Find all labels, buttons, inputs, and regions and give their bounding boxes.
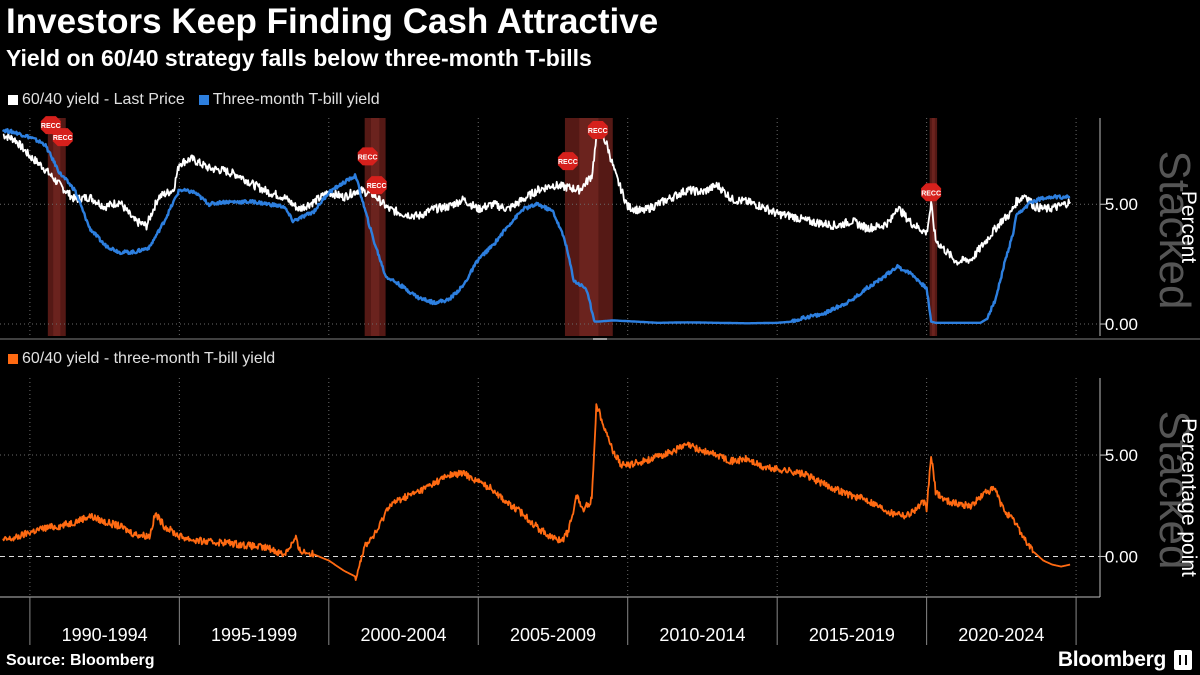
x-tick-label: 1990-1994 <box>62 625 148 645</box>
recession-marker-icon <box>587 120 608 139</box>
y-tick-label: 0.00 <box>1105 547 1138 566</box>
recession-marker-label: RECC <box>588 128 608 135</box>
legend-item-tbill-yield[interactable]: Three-month T-bill yield <box>198 91 380 109</box>
recession-marker-icon <box>357 147 378 166</box>
recession-marker-icon <box>557 152 578 171</box>
y-axis-label: Percent <box>1177 191 1200 264</box>
legend-item-6040-yield[interactable]: 60/40 yield - Last Price <box>8 91 185 109</box>
legend-bottom: 60/40 yield - three-month T-bill yield <box>8 350 289 368</box>
y-axis-label: Percentage point <box>1177 418 1200 577</box>
series-line-1-2 <box>1 127 1071 325</box>
x-tick-label: 1995-1999 <box>211 625 297 645</box>
series-line-2-1 <box>2 403 1071 581</box>
x-tick-label: 2010-2014 <box>659 625 745 645</box>
y-tick-label: 0.00 <box>1105 315 1138 334</box>
legend-swatch-blue <box>198 95 209 105</box>
y-tick-label: 5.00 <box>1105 195 1138 214</box>
x-tick-label: 2020-2024 <box>958 625 1044 645</box>
x-tick-label: 2005-2009 <box>510 625 596 645</box>
recession-marker-label: RECC <box>53 135 73 142</box>
chart-title: Investors Keep Finding Cash Attractive <box>6 2 659 41</box>
recession-marker-icon <box>366 176 387 195</box>
legend-label-spread: 60/40 yield - three-month T-bill yield <box>22 350 276 367</box>
x-tick-label: 2000-2004 <box>360 625 446 645</box>
recession-band-core <box>53 118 61 336</box>
legend-label-tbill-yield: Three-month T-bill yield <box>212 91 380 108</box>
legend-top: 60/40 yield - Last Price Three-month T-b… <box>8 91 394 109</box>
watermark-stacked: Stacked <box>1150 411 1199 570</box>
recession-marker-label: RECC <box>41 123 61 130</box>
x-tick-label: 2015-2019 <box>809 625 895 645</box>
bloomberg-terminal-icon <box>1174 650 1192 670</box>
watermark-stacked: Stacked <box>1150 151 1199 310</box>
recession-marker-icon <box>40 116 61 135</box>
recession-marker-icon <box>52 128 73 147</box>
legend-item-spread[interactable]: 60/40 yield - three-month T-bill yield <box>8 350 275 368</box>
legend-swatch-white <box>8 95 18 105</box>
chart-subtitle: Yield on 60/40 strategy falls below thre… <box>6 45 592 71</box>
source-note: Source: Bloomberg <box>6 652 155 669</box>
legend-label-6040-yield: 60/40 yield - Last Price <box>22 91 185 108</box>
recession-marker-label: RECC <box>367 183 387 190</box>
y-tick-label: 5.00 <box>1105 446 1138 465</box>
recession-marker-icon <box>921 183 942 202</box>
series-line-1-1 <box>2 127 1071 266</box>
recession-band-core <box>370 118 380 336</box>
recession-band-core <box>579 118 599 336</box>
recession-marker-label: RECC <box>921 190 941 197</box>
recession-marker-label: RECC <box>558 159 578 166</box>
recession-marker-label: RECC <box>358 154 378 161</box>
brand-logo: Bloomberg <box>1057 648 1166 671</box>
legend-swatch-orange <box>8 354 18 364</box>
x-axis: 1990-1994 1995-1999 2000-2004 2005-2009 2010… <box>0 596 1100 645</box>
